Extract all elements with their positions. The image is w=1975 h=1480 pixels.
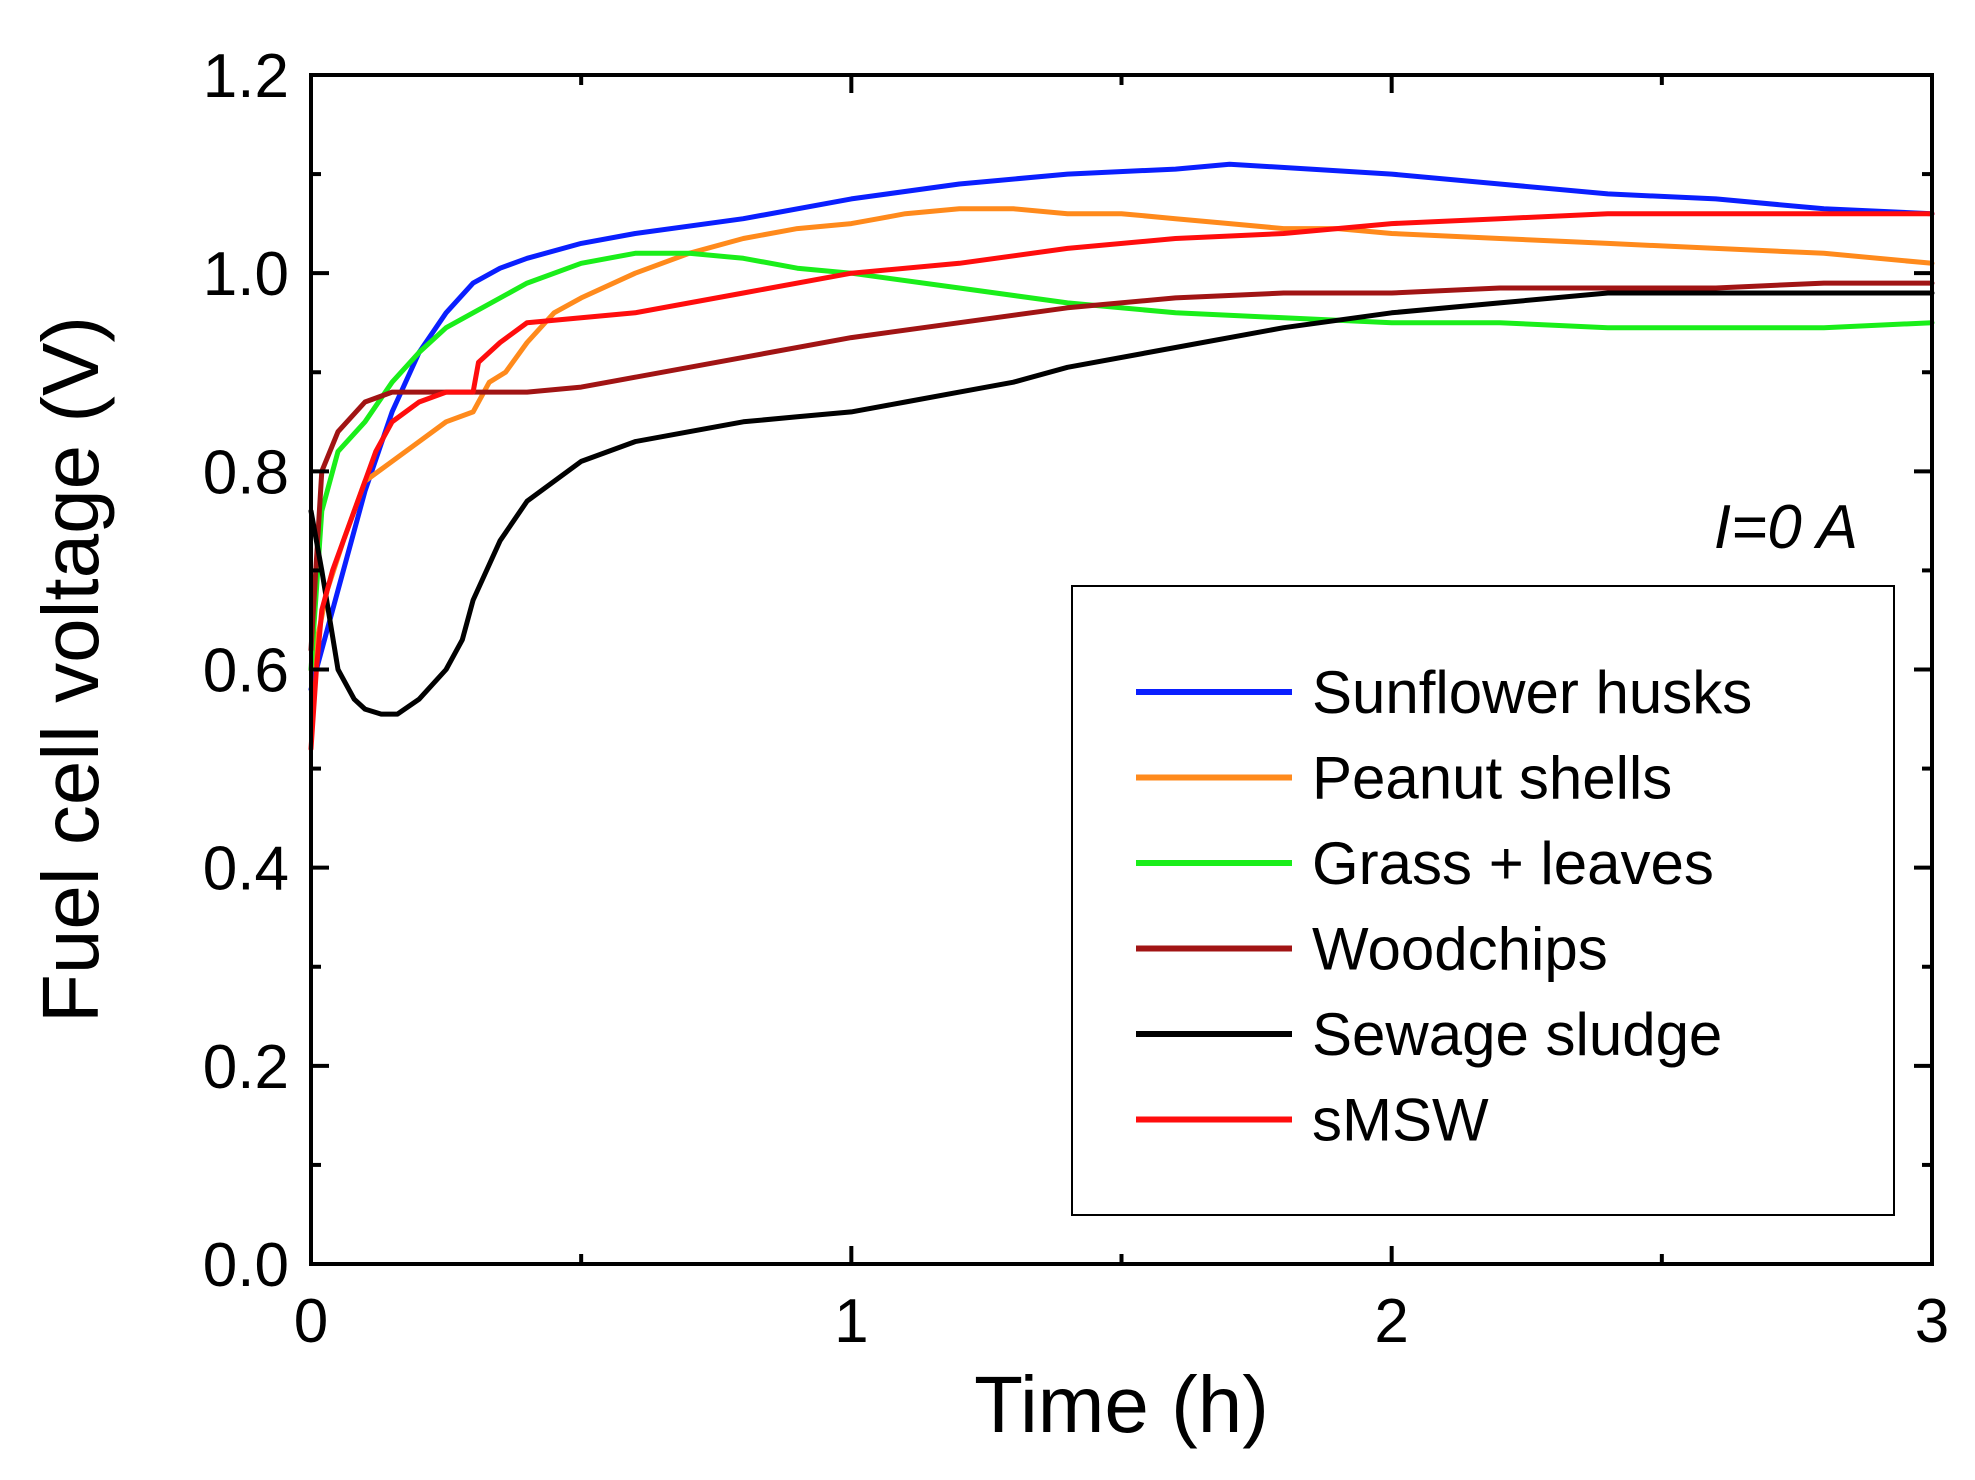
ticks-layer: 0 1 2 3 0.0 0.2 0.4 0.6 0.8 1.0 1.2 [203, 42, 1949, 1356]
legend-label: sMSW [1312, 1087, 1489, 1154]
y-tick-label: 0.4 [203, 835, 289, 904]
series-line-5 [308, 290, 1935, 717]
x-tick-label: 3 [1915, 1287, 1949, 1356]
legend-label: Grass + leaves [1312, 830, 1714, 897]
y-tick-label: 0.2 [203, 1033, 289, 1102]
legend-entry: Woodchips [1136, 916, 1608, 983]
annotation-variable: I [1714, 493, 1731, 562]
series-line-4 [308, 280, 1935, 653]
x-tick-label: 1 [834, 1287, 868, 1356]
legend: Sunflower husks Peanut shells Grass + leav… [1071, 585, 1895, 1216]
x-tick-label: 0 [294, 1287, 328, 1356]
legend-entry: Sewage sludge [1136, 1001, 1722, 1068]
x-tick-label: 2 [1374, 1287, 1408, 1356]
series-layer [308, 161, 1935, 752]
legend-entry: Grass + leaves [1136, 830, 1714, 897]
y-tick-label: 0.8 [203, 438, 289, 507]
legend-label: Sunflower husks [1312, 659, 1752, 726]
series-line-6 [308, 211, 1935, 752]
legend-entry: sMSW [1136, 1087, 1489, 1154]
y-axis-title: Fuel cell voltage (V) [26, 316, 115, 1023]
series-line-2 [308, 206, 1935, 672]
x-axis-title: Time (h) [974, 1360, 1269, 1449]
current-annotation: I=0 A [1714, 493, 1858, 562]
legend-entry: Sunflower husks [1136, 659, 1752, 726]
legend-label: Peanut shells [1312, 745, 1672, 812]
series-line-1 [308, 161, 1935, 692]
y-tick-label: 1.2 [203, 42, 289, 111]
y-tick-label: 0.0 [203, 1231, 289, 1300]
series-line-3 [308, 250, 1935, 672]
legend-entry: Peanut shells [1136, 745, 1672, 812]
y-tick-label: 0.6 [203, 637, 289, 706]
legend-label: Sewage sludge [1312, 1001, 1722, 1068]
legend-label: Woodchips [1312, 916, 1608, 983]
y-tick-label: 1.0 [203, 240, 289, 309]
annotation-value: =0 A [1731, 493, 1858, 562]
